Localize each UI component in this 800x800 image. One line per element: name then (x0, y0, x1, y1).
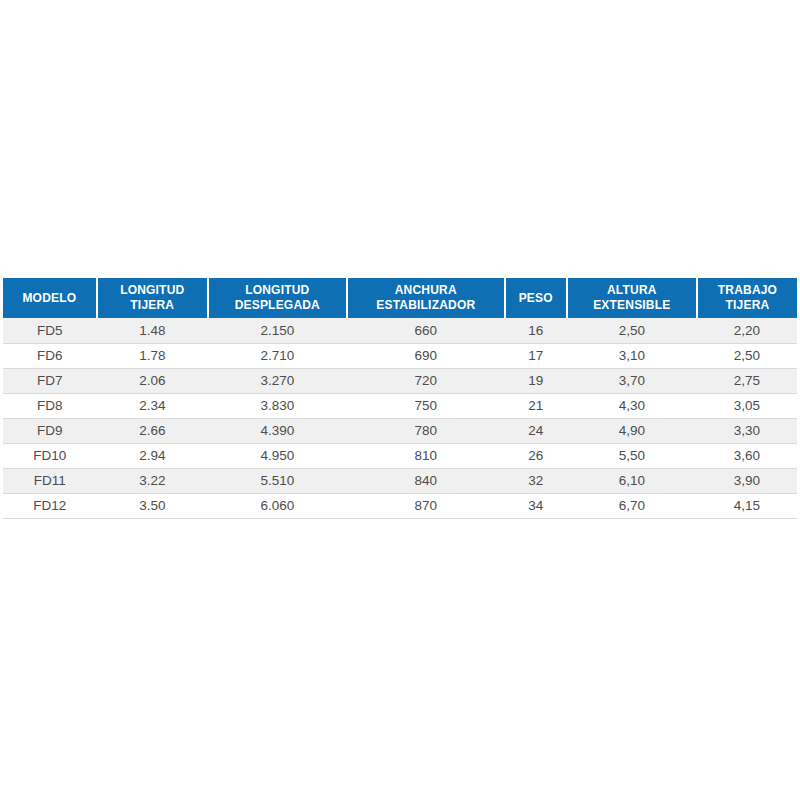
column-header-label: ESTABILIZADOR (376, 298, 475, 312)
cell-modelo: FD11 (3, 468, 97, 493)
cell-longitud-tijera: 3.50 (97, 493, 208, 518)
cell-trabajo-tijera: 3,30 (697, 418, 797, 443)
cell-longitud-desplegada: 4.390 (208, 418, 347, 443)
cell-longitud-tijera: 2.66 (97, 418, 208, 443)
column-header-label: LONGITUD (120, 283, 184, 297)
cell-longitud-tijera: 3.22 (97, 468, 208, 493)
table-row: FD72.063.270720193,702,75 (3, 368, 797, 393)
table-row: FD102.944.950810265,503,60 (3, 443, 797, 468)
table-row: FD61.782.710690173,102,50 (3, 343, 797, 368)
cell-altura-extensible: 4,30 (567, 393, 697, 418)
cell-anchura-estabilizador: 810 (347, 443, 505, 468)
column-header-label: ALTURA (607, 283, 657, 297)
cell-anchura-estabilizador: 750 (347, 393, 505, 418)
spec-table: MODELOLONGITUDTIJERALONGITUDDESPLEGADAAN… (3, 278, 797, 519)
column-header-trabajo-tijera: TRABAJOTIJERA (697, 278, 797, 318)
table-row: FD113.225.510840326,103,90 (3, 468, 797, 493)
cell-altura-extensible: 5,50 (567, 443, 697, 468)
column-header-label: PESO (519, 291, 553, 305)
cell-longitud-tijera: 1.48 (97, 318, 208, 343)
cell-longitud-desplegada: 3.830 (208, 393, 347, 418)
column-header-anchura-estabilizador: ANCHURAESTABILIZADOR (347, 278, 505, 318)
cell-modelo: FD10 (3, 443, 97, 468)
cell-peso: 24 (505, 418, 567, 443)
cell-anchura-estabilizador: 870 (347, 493, 505, 518)
cell-peso: 16 (505, 318, 567, 343)
cell-modelo: FD8 (3, 393, 97, 418)
column-header-label: TIJERA (130, 298, 174, 312)
column-header-label: TIJERA (726, 298, 770, 312)
cell-trabajo-tijera: 2,20 (697, 318, 797, 343)
cell-peso: 19 (505, 368, 567, 393)
cell-peso: 17 (505, 343, 567, 368)
page: MODELOLONGITUDTIJERALONGITUDDESPLEGADAAN… (0, 0, 800, 800)
cell-trabajo-tijera: 2,75 (697, 368, 797, 393)
cell-anchura-estabilizador: 780 (347, 418, 505, 443)
column-header-altura-extensible: ALTURAEXTENSIBLE (567, 278, 697, 318)
cell-peso: 34 (505, 493, 567, 518)
table-head: MODELOLONGITUDTIJERALONGITUDDESPLEGADAAN… (3, 278, 797, 318)
cell-longitud-tijera: 1.78 (97, 343, 208, 368)
cell-modelo: FD7 (3, 368, 97, 393)
cell-trabajo-tijera: 4,15 (697, 493, 797, 518)
cell-anchura-estabilizador: 840 (347, 468, 505, 493)
table-row: FD92.664.390780244,903,30 (3, 418, 797, 443)
cell-longitud-desplegada: 4.950 (208, 443, 347, 468)
cell-anchura-estabilizador: 720 (347, 368, 505, 393)
table-header-row: MODELOLONGITUDTIJERALONGITUDDESPLEGADAAN… (3, 278, 797, 318)
cell-modelo: FD12 (3, 493, 97, 518)
cell-modelo: FD6 (3, 343, 97, 368)
cell-anchura-estabilizador: 690 (347, 343, 505, 368)
column-header-label: LONGITUD (245, 283, 309, 297)
cell-longitud-desplegada: 2.150 (208, 318, 347, 343)
column-header-longitud-tijera: LONGITUDTIJERA (97, 278, 208, 318)
column-header-modelo: MODELO (3, 278, 97, 318)
cell-modelo: FD5 (3, 318, 97, 343)
table-row: FD82.343.830750214,303,05 (3, 393, 797, 418)
cell-longitud-tijera: 2.94 (97, 443, 208, 468)
cell-altura-extensible: 6,70 (567, 493, 697, 518)
cell-altura-extensible: 2,50 (567, 318, 697, 343)
column-header-label: DESPLEGADA (235, 298, 320, 312)
column-header-longitud-desplegada: LONGITUDDESPLEGADA (208, 278, 347, 318)
cell-peso: 32 (505, 468, 567, 493)
cell-longitud-desplegada: 2.710 (208, 343, 347, 368)
column-header-label: ANCHURA (395, 283, 457, 297)
column-header-peso: PESO (505, 278, 567, 318)
cell-altura-extensible: 3,70 (567, 368, 697, 393)
column-header-label: EXTENSIBLE (593, 298, 670, 312)
cell-trabajo-tijera: 3,90 (697, 468, 797, 493)
column-header-label: MODELO (22, 291, 76, 305)
cell-altura-extensible: 3,10 (567, 343, 697, 368)
table-body: FD51.482.150660162,502,20FD61.782.710690… (3, 318, 797, 518)
cell-longitud-desplegada: 3.270 (208, 368, 347, 393)
cell-longitud-desplegada: 5.510 (208, 468, 347, 493)
cell-trabajo-tijera: 3,60 (697, 443, 797, 468)
cell-peso: 26 (505, 443, 567, 468)
table-row: FD123.506.060870346,704,15 (3, 493, 797, 518)
cell-longitud-desplegada: 6.060 (208, 493, 347, 518)
column-header-label: TRABAJO (718, 283, 777, 297)
cell-longitud-tijera: 2.34 (97, 393, 208, 418)
cell-trabajo-tijera: 3,05 (697, 393, 797, 418)
cell-trabajo-tijera: 2,50 (697, 343, 797, 368)
cell-altura-extensible: 4,90 (567, 418, 697, 443)
cell-anchura-estabilizador: 660 (347, 318, 505, 343)
cell-peso: 21 (505, 393, 567, 418)
cell-modelo: FD9 (3, 418, 97, 443)
table-row: FD51.482.150660162,502,20 (3, 318, 797, 343)
cell-altura-extensible: 6,10 (567, 468, 697, 493)
cell-longitud-tijera: 2.06 (97, 368, 208, 393)
